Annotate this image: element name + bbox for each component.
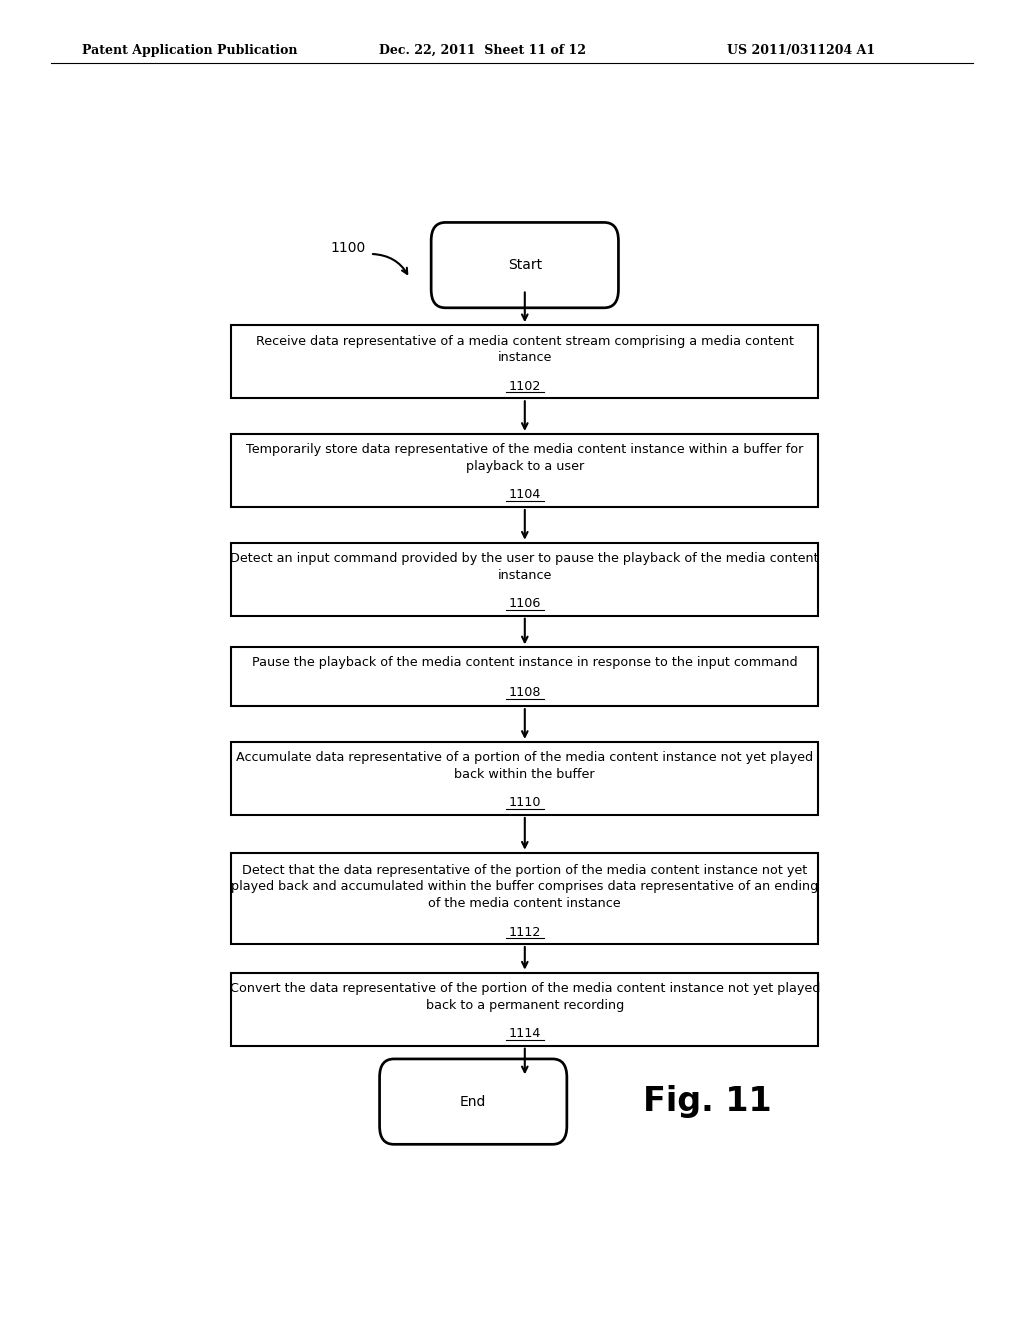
Bar [231,434,818,507]
Text: Patent Application Publication: Patent Application Publication [82,44,297,57]
Text: 1104: 1104 [509,488,541,502]
Bar [231,325,818,399]
Text: Start: Start [508,259,542,272]
Text: Convert the data representative of the portion of the media content instance not: Convert the data representative of the p… [229,982,820,1011]
Text: 1110: 1110 [509,796,541,809]
FancyBboxPatch shape [431,223,618,308]
Text: 1114: 1114 [509,1027,541,1040]
Text: 1100: 1100 [331,240,366,255]
Text: Pause the playback of the media content instance in response to the input comman: Pause the playback of the media content … [252,656,798,669]
Text: Accumulate data representative of a portion of the media content instance not ye: Accumulate data representative of a port… [237,751,813,781]
Text: End: End [460,1094,486,1109]
Text: Dec. 22, 2011  Sheet 11 of 12: Dec. 22, 2011 Sheet 11 of 12 [379,44,586,57]
Text: 1112: 1112 [509,925,541,939]
Bar [231,853,818,944]
Text: US 2011/0311204 A1: US 2011/0311204 A1 [727,44,876,57]
Text: 1106: 1106 [509,597,541,610]
Bar [231,742,818,814]
Bar [231,543,818,616]
Text: 1102: 1102 [509,380,541,392]
Text: Temporarily store data representative of the media content instance within a buf: Temporarily store data representative of… [246,444,804,473]
Text: Detect an input command provided by the user to pause the playback of the media : Detect an input command provided by the … [230,552,819,582]
Text: Receive data representative of a media content stream comprising a media content: Receive data representative of a media c… [256,335,794,364]
Bar [231,973,818,1045]
Text: Detect that the data representative of the portion of the media content instance: Detect that the data representative of t… [231,863,818,909]
Text: 1108: 1108 [509,685,541,698]
Text: Fig. 11: Fig. 11 [643,1085,772,1118]
FancyBboxPatch shape [380,1059,567,1144]
Bar [231,647,818,706]
